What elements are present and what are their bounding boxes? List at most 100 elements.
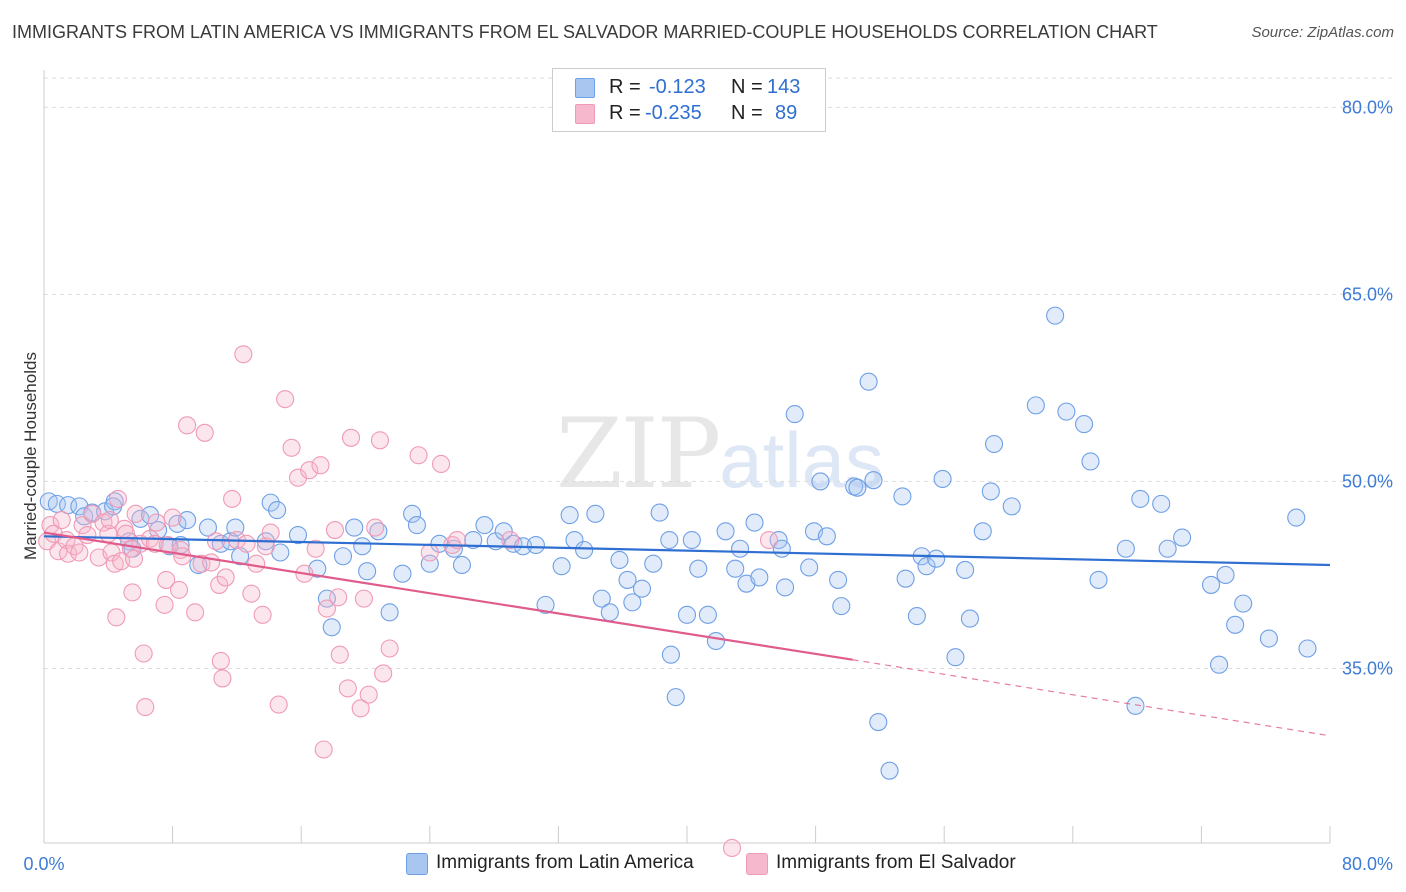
scatter-point	[893, 487, 912, 506]
scatter-point	[211, 651, 230, 671]
y-tick-label: 35.0%	[1342, 658, 1393, 678]
scatter-point	[586, 504, 605, 523]
scatter-point	[155, 595, 174, 614]
scatter-point	[575, 540, 594, 560]
scatter-point	[623, 593, 642, 612]
scatter-point	[832, 597, 851, 616]
scatter-point	[432, 454, 451, 474]
scatter-point	[329, 588, 348, 607]
scatter-point	[420, 543, 439, 562]
scatter-point	[253, 605, 272, 624]
scatter-point	[946, 648, 965, 667]
scatter-point	[261, 493, 280, 512]
scatter-point	[706, 631, 725, 651]
scatter-point	[745, 513, 764, 532]
trend-line-extension-1	[852, 659, 1331, 737]
scatter-point	[192, 554, 211, 573]
scatter-point	[198, 518, 218, 537]
scatter-point	[592, 589, 611, 608]
scatter-point	[610, 550, 629, 570]
scatter-point	[560, 506, 579, 525]
trend-line-1	[43, 531, 853, 661]
scatter-point	[1081, 452, 1100, 471]
scatter-point	[464, 530, 483, 550]
scatter-point	[907, 607, 926, 626]
scatter-point	[276, 390, 295, 409]
scatter-point	[351, 699, 370, 718]
scatter-point	[345, 518, 364, 537]
scatter-point	[1152, 494, 1171, 513]
scatter-point	[409, 446, 428, 465]
scatter-point	[933, 469, 952, 488]
scatter-point	[116, 524, 136, 543]
scatter-point	[330, 645, 349, 664]
scatter-point	[817, 527, 836, 546]
scatter-point	[1298, 639, 1317, 658]
scatter-point	[1216, 565, 1235, 584]
bottom-legend-label: Immigrants from Latin America	[436, 852, 694, 873]
scatter-point	[234, 345, 253, 364]
scatter-point	[311, 456, 330, 475]
scatter-point	[1131, 489, 1150, 508]
scatter-point	[186, 603, 205, 622]
scatter-point	[1002, 497, 1021, 516]
scatter-point	[650, 503, 669, 522]
scatter-point	[1057, 402, 1076, 421]
scatter-point	[829, 570, 848, 589]
legend-n-label: N =	[731, 102, 763, 124]
scatter-point	[147, 513, 166, 532]
scatter-point	[677, 605, 697, 624]
scatter-point	[526, 535, 545, 555]
scatter-point	[380, 639, 399, 658]
scatter-point	[123, 583, 142, 602]
scatter-point	[213, 669, 232, 688]
legend-r-label: R =	[609, 76, 641, 98]
scatter-point	[216, 568, 235, 587]
scatter-point	[322, 618, 341, 637]
scatter-point	[1158, 539, 1177, 558]
scatter-point	[896, 569, 915, 588]
scatter-point	[552, 557, 571, 576]
scatter-point	[124, 549, 144, 568]
source-credit: Source: ZipAtlas.com	[1251, 24, 1394, 41]
scatter-point	[407, 516, 426, 535]
scatter-point	[107, 608, 126, 627]
scatter-point	[168, 514, 187, 533]
scatter-point	[1173, 528, 1192, 547]
scatter-point	[1046, 306, 1065, 325]
scatter-point	[52, 511, 71, 530]
scatter-point	[452, 555, 472, 575]
scatter-point	[1201, 575, 1221, 594]
scatter-point	[1259, 629, 1278, 648]
scatter-point	[927, 549, 946, 568]
trend-lines	[43, 531, 1331, 737]
x-tick-label: 0.0%	[23, 854, 64, 874]
scatter-point	[960, 609, 979, 628]
legend-n-label: N =	[731, 76, 763, 98]
scatter-point	[501, 530, 520, 550]
y-tick-label: 50.0%	[1342, 471, 1393, 491]
scatter-point	[1126, 696, 1145, 715]
scatter-point	[108, 489, 127, 508]
bottom-legend-swatch-blue	[406, 853, 428, 875]
scatter-point	[973, 522, 992, 541]
grid-lines	[44, 77, 1393, 669]
scatter-point	[178, 416, 197, 435]
scatter-point	[726, 559, 745, 578]
scatter-point	[269, 695, 288, 714]
scatter-point	[859, 372, 878, 391]
scatter-point	[600, 603, 619, 622]
scatter-point	[666, 688, 685, 707]
scatter-point	[984, 434, 1004, 454]
scatter-point	[354, 589, 373, 608]
scatter-point	[750, 568, 769, 587]
scatter-point	[314, 740, 333, 759]
scatter-point	[1026, 396, 1045, 415]
scatter-point	[689, 559, 708, 578]
scatter-point	[536, 595, 555, 614]
legend-r-value: -0.235	[645, 102, 702, 124]
scatter-point	[1116, 539, 1135, 558]
scatter-point	[848, 478, 867, 497]
legend-n-value: 143	[767, 76, 801, 98]
scatter-point	[1089, 570, 1108, 589]
